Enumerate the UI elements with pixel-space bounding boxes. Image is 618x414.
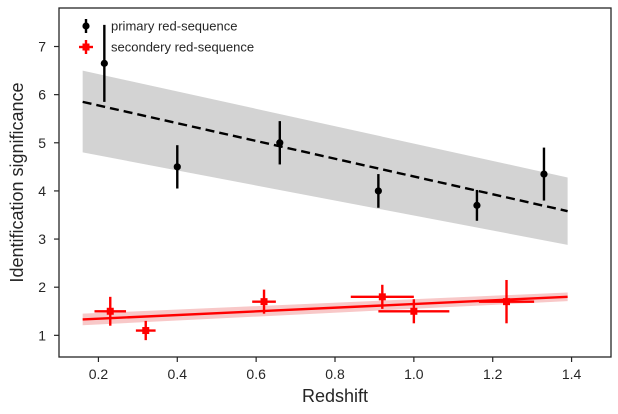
point-marker — [142, 327, 150, 335]
point-marker — [173, 163, 181, 171]
point-marker — [260, 298, 268, 306]
data-point-s2-4 — [350, 284, 414, 309]
data-points — [94, 24, 548, 341]
y-tick-label: 5 — [38, 135, 46, 151]
point-marker — [106, 307, 114, 315]
data-point-s2-3 — [252, 289, 276, 314]
x-tick-label: 1.0 — [404, 366, 424, 382]
point-marker — [378, 293, 386, 301]
data-point-s2-5 — [378, 299, 450, 324]
data-point-s1-3 — [276, 121, 284, 165]
y-tick-label: 6 — [38, 87, 46, 103]
data-point-s1-2 — [173, 145, 181, 189]
data-point-s2-1 — [94, 296, 127, 326]
legend-swatch-marker — [82, 22, 90, 30]
x-tick-label: 1.2 — [483, 366, 503, 382]
legend: primary red-sequence secondery red-sequen… — [79, 19, 254, 55]
legend-label: primary red-sequence — [111, 19, 237, 34]
data-point-s1-4 — [374, 174, 382, 208]
x-tick-label: 0.8 — [325, 366, 345, 382]
data-point-s1-5 — [473, 189, 481, 221]
fit-line-2 — [82, 295, 568, 321]
x-tick-label: 0.6 — [246, 366, 266, 382]
y-tick-label: 1 — [38, 327, 46, 343]
x-tick-label: 0.4 — [168, 366, 188, 382]
legend-label: secondery red-sequence — [111, 40, 254, 55]
axis-ticks: 0.2 0.4 0.6 0.8 1.0 1.2 1.4 1 2 3 4 5 6 7 — [38, 39, 581, 382]
confidence-bands — [82, 70, 568, 326]
x-axis-title: Redshift — [302, 386, 368, 406]
point-marker — [503, 298, 511, 306]
fit-line-1 — [82, 100, 568, 213]
legend-entry-1: primary red-sequence — [82, 19, 237, 34]
point-marker — [540, 170, 548, 178]
y-tick-label: 7 — [38, 39, 46, 55]
point-marker — [410, 307, 418, 315]
point-marker — [374, 187, 382, 195]
y-tick-label: 4 — [38, 183, 46, 199]
confidence-band-1 — [82, 70, 568, 245]
legend-entry-2: secondery red-sequence — [79, 40, 254, 55]
data-point-s1-1 — [100, 24, 108, 102]
x-tick-label: 1.4 — [562, 366, 582, 382]
legend-swatch-marker — [82, 43, 90, 51]
x-tick-label: 0.2 — [89, 366, 109, 382]
y-tick-label: 2 — [38, 279, 46, 295]
data-point-s1-6 — [540, 147, 548, 201]
data-point-s2-2 — [135, 320, 156, 341]
point-marker — [100, 59, 108, 67]
y-axis-title: Identification significance — [7, 82, 27, 282]
point-marker — [276, 139, 284, 147]
point-marker — [473, 201, 481, 209]
data-point-s2-6 — [478, 279, 535, 324]
y-tick-label: 3 — [38, 231, 46, 247]
